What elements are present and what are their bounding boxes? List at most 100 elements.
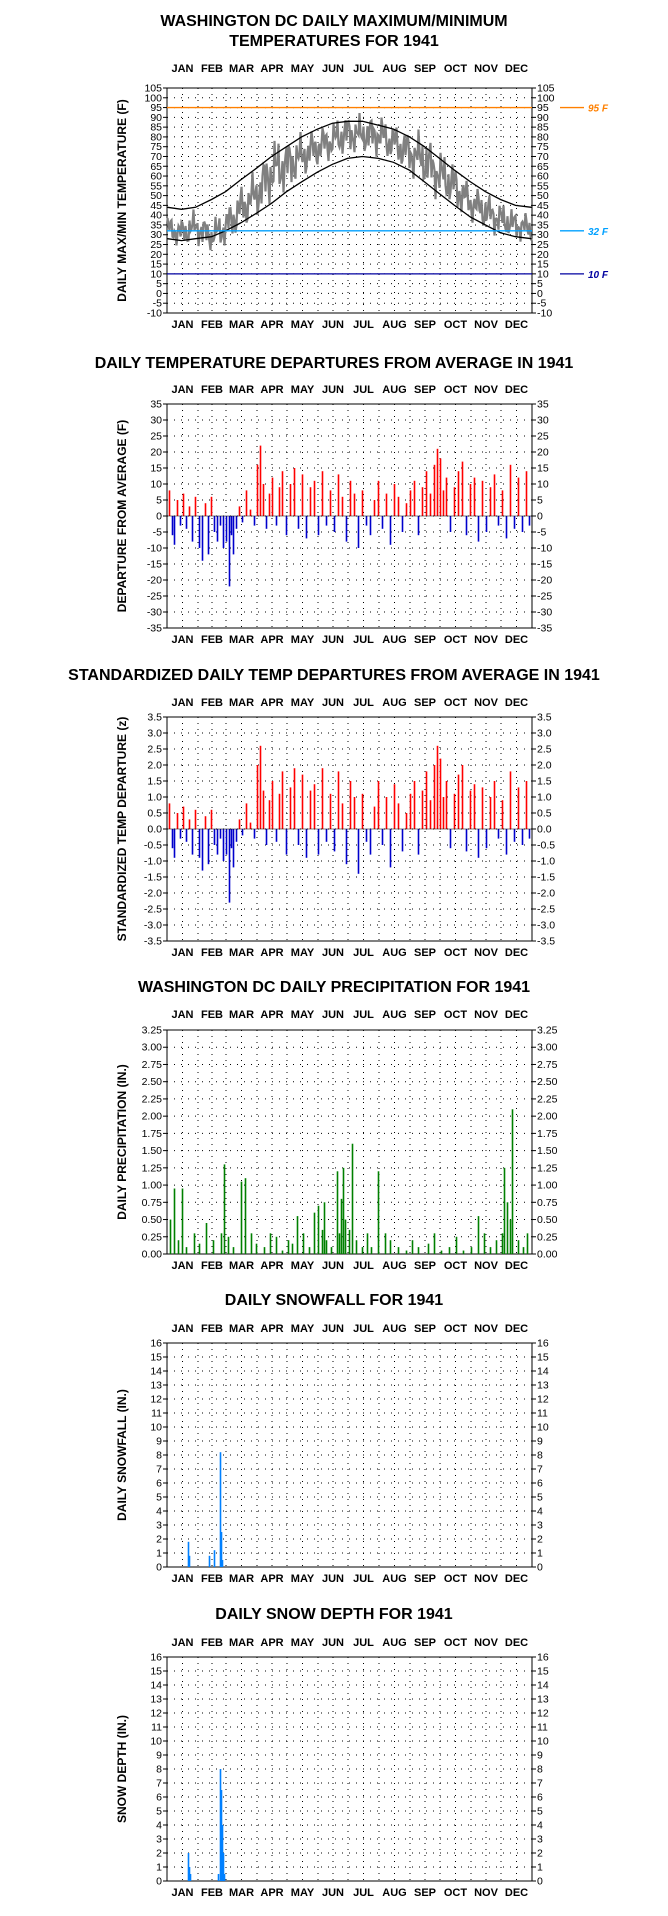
month-label-bottom: MAY	[291, 1573, 315, 1585]
y-tick-label-right: 1.50	[537, 1145, 558, 1157]
month-label-top: JAN	[171, 1323, 193, 1335]
y-tick-label-right: 4	[537, 1820, 543, 1832]
y-tick-label-left: 3.25	[142, 1025, 163, 1037]
chart-title: DAILY SNOW DEPTH FOR 1941	[215, 1606, 452, 1623]
y-tick-label-left: 8	[156, 1450, 162, 1462]
y-tick-label-right: 6	[537, 1792, 543, 1804]
y-tick-label-right: 35	[537, 219, 549, 231]
month-label-bottom: SEP	[414, 319, 436, 331]
chart-temp: WASHINGTON DC DAILY MAXIMUM/MINIMUM TEMPE…	[115, 13, 609, 331]
y-tick-label-left: 3.0	[147, 728, 162, 740]
y-tick-label-left: -1.5	[144, 872, 162, 884]
y-tick-label-right: 4	[537, 1506, 543, 1518]
month-label-bottom: FEB	[201, 1887, 223, 1899]
month-label-top: MAR	[229, 1637, 254, 1649]
y-tick-label-right: 11	[537, 1722, 548, 1734]
y-tick-label-right: 55	[537, 180, 549, 192]
month-label-bottom: OCT	[444, 1260, 468, 1272]
y-tick-label-left: 45	[150, 200, 162, 212]
chart-snow: DAILY SNOWFALL FOR 1941 DAILY SNOWFALL (I…	[115, 1292, 549, 1585]
month-label-top: OCT	[444, 1009, 468, 1021]
y-tick-label-left: 1.00	[142, 1180, 163, 1192]
month-label-top: MAR	[229, 1009, 254, 1021]
month-label-bottom: AUG	[382, 1573, 406, 1585]
month-label-top: JAN	[171, 1009, 193, 1021]
y-tick-label-left: 75	[150, 141, 162, 153]
y-tick-label-left: 10	[150, 1736, 162, 1748]
y-tick-label-left: 65	[150, 161, 162, 173]
y-tick-label-right: -3.0	[537, 920, 555, 932]
plot-frame	[166, 1029, 533, 1255]
y-tick-label-left: 5	[156, 278, 162, 290]
y-tick-label-left: 100	[144, 92, 162, 104]
y-tick-label-right: -1.5	[537, 872, 555, 884]
y-tick-label-right: 1.75	[537, 1128, 558, 1140]
month-label-top: FEB	[201, 1009, 223, 1021]
month-label-bottom: JUN	[322, 947, 344, 959]
month-label-top: APR	[260, 1323, 283, 1335]
month-label-bottom: JUL	[353, 947, 374, 959]
y-tick-label-left: 11	[151, 1408, 162, 1420]
month-label-bottom: DEC	[505, 1573, 528, 1585]
y-tick-label-left: 0.25	[142, 1231, 163, 1243]
y-tick-label-right: 1.00	[537, 1180, 558, 1192]
month-label-bottom: MAY	[291, 319, 315, 331]
month-label-top: FEB	[201, 384, 223, 396]
y-tick-label-left: 0.75	[142, 1197, 163, 1209]
y-tick-label-left: 2	[156, 1534, 162, 1546]
y-tick-label-left: 1	[156, 1862, 162, 1874]
y-tick-label-left: 14	[150, 1680, 162, 1692]
month-label-bottom: FEB	[201, 1260, 223, 1272]
month-label-top: OCT	[444, 63, 468, 75]
y-tick-label-right: 65	[537, 161, 549, 173]
month-label-bottom: SEP	[414, 1260, 436, 1272]
month-label-top: NOV	[474, 1323, 499, 1335]
y-tick-label-right: 3.00	[537, 1042, 558, 1054]
month-label-bottom: JAN	[171, 1573, 193, 1585]
y-tick-label-right: 2.75	[537, 1059, 558, 1071]
y-tick-label-right: -5	[537, 298, 546, 310]
month-label-bottom: MAY	[291, 634, 315, 646]
daily-temperature-trace	[166, 112, 533, 251]
month-label-top: FEB	[201, 1637, 223, 1649]
y-tick-label-right: 1	[537, 1862, 543, 1874]
y-tick-label-left: 85	[150, 122, 162, 134]
y-tick-label-right: 1.0	[537, 792, 552, 804]
y-tick-label-left: 5	[156, 1492, 162, 1504]
month-label-top: DEC	[505, 384, 528, 396]
month-label-bottom: NOV	[474, 634, 499, 646]
y-axis-title: SNOW DEPTH (IN.)	[115, 1715, 129, 1823]
month-label-top: MAY	[291, 1009, 315, 1021]
chart-title: DAILY SNOWFALL FOR 1941	[225, 1292, 444, 1309]
month-label-top: NOV	[474, 1637, 499, 1649]
month-label-bottom: JUN	[322, 319, 344, 331]
y-tick-label-left: 35	[150, 399, 162, 411]
y-tick-label-right: 0.25	[537, 1231, 558, 1243]
y-tick-label-right: -35	[537, 623, 552, 635]
y-axis-title: DAILY PRECIPITATION (IN.)	[115, 1064, 129, 1220]
y-tick-label-right: 15	[537, 1666, 549, 1678]
y-tick-label-right: 15	[537, 259, 549, 271]
month-label-top: JUN	[322, 1009, 344, 1021]
month-label-top: OCT	[444, 1323, 468, 1335]
month-label-top: NOV	[474, 384, 499, 396]
y-tick-label-right: -2.5	[537, 904, 555, 916]
chart-prcp: WASHINGTON DC DAILY PRECIPITATION FOR 19…	[115, 979, 558, 1272]
y-tick-label-left: 2	[156, 1848, 162, 1860]
y-tick-label-right: 0	[537, 1562, 543, 1574]
month-label-bottom: APR	[260, 1573, 283, 1585]
y-tick-label-left: 2.50	[142, 1076, 163, 1088]
y-tick-label-left: -5	[153, 527, 162, 539]
y-tick-label-left: 0.50	[142, 1214, 163, 1226]
y-tick-label-right: 0.50	[537, 1214, 558, 1226]
month-label-top: SEP	[414, 1637, 436, 1649]
y-tick-label-left: 2.5	[147, 744, 162, 756]
month-label-bottom: FEB	[201, 319, 223, 331]
month-label-top: MAR	[229, 384, 254, 396]
y-tick-label-right: 10	[537, 1422, 549, 1434]
reference-label-10: 10 F	[588, 270, 609, 281]
month-label-bottom: MAR	[229, 1573, 254, 1585]
y-tick-label-right: -30	[537, 607, 552, 619]
y-tick-label-left: 20	[150, 249, 162, 261]
month-label-top: JUN	[322, 1323, 344, 1335]
